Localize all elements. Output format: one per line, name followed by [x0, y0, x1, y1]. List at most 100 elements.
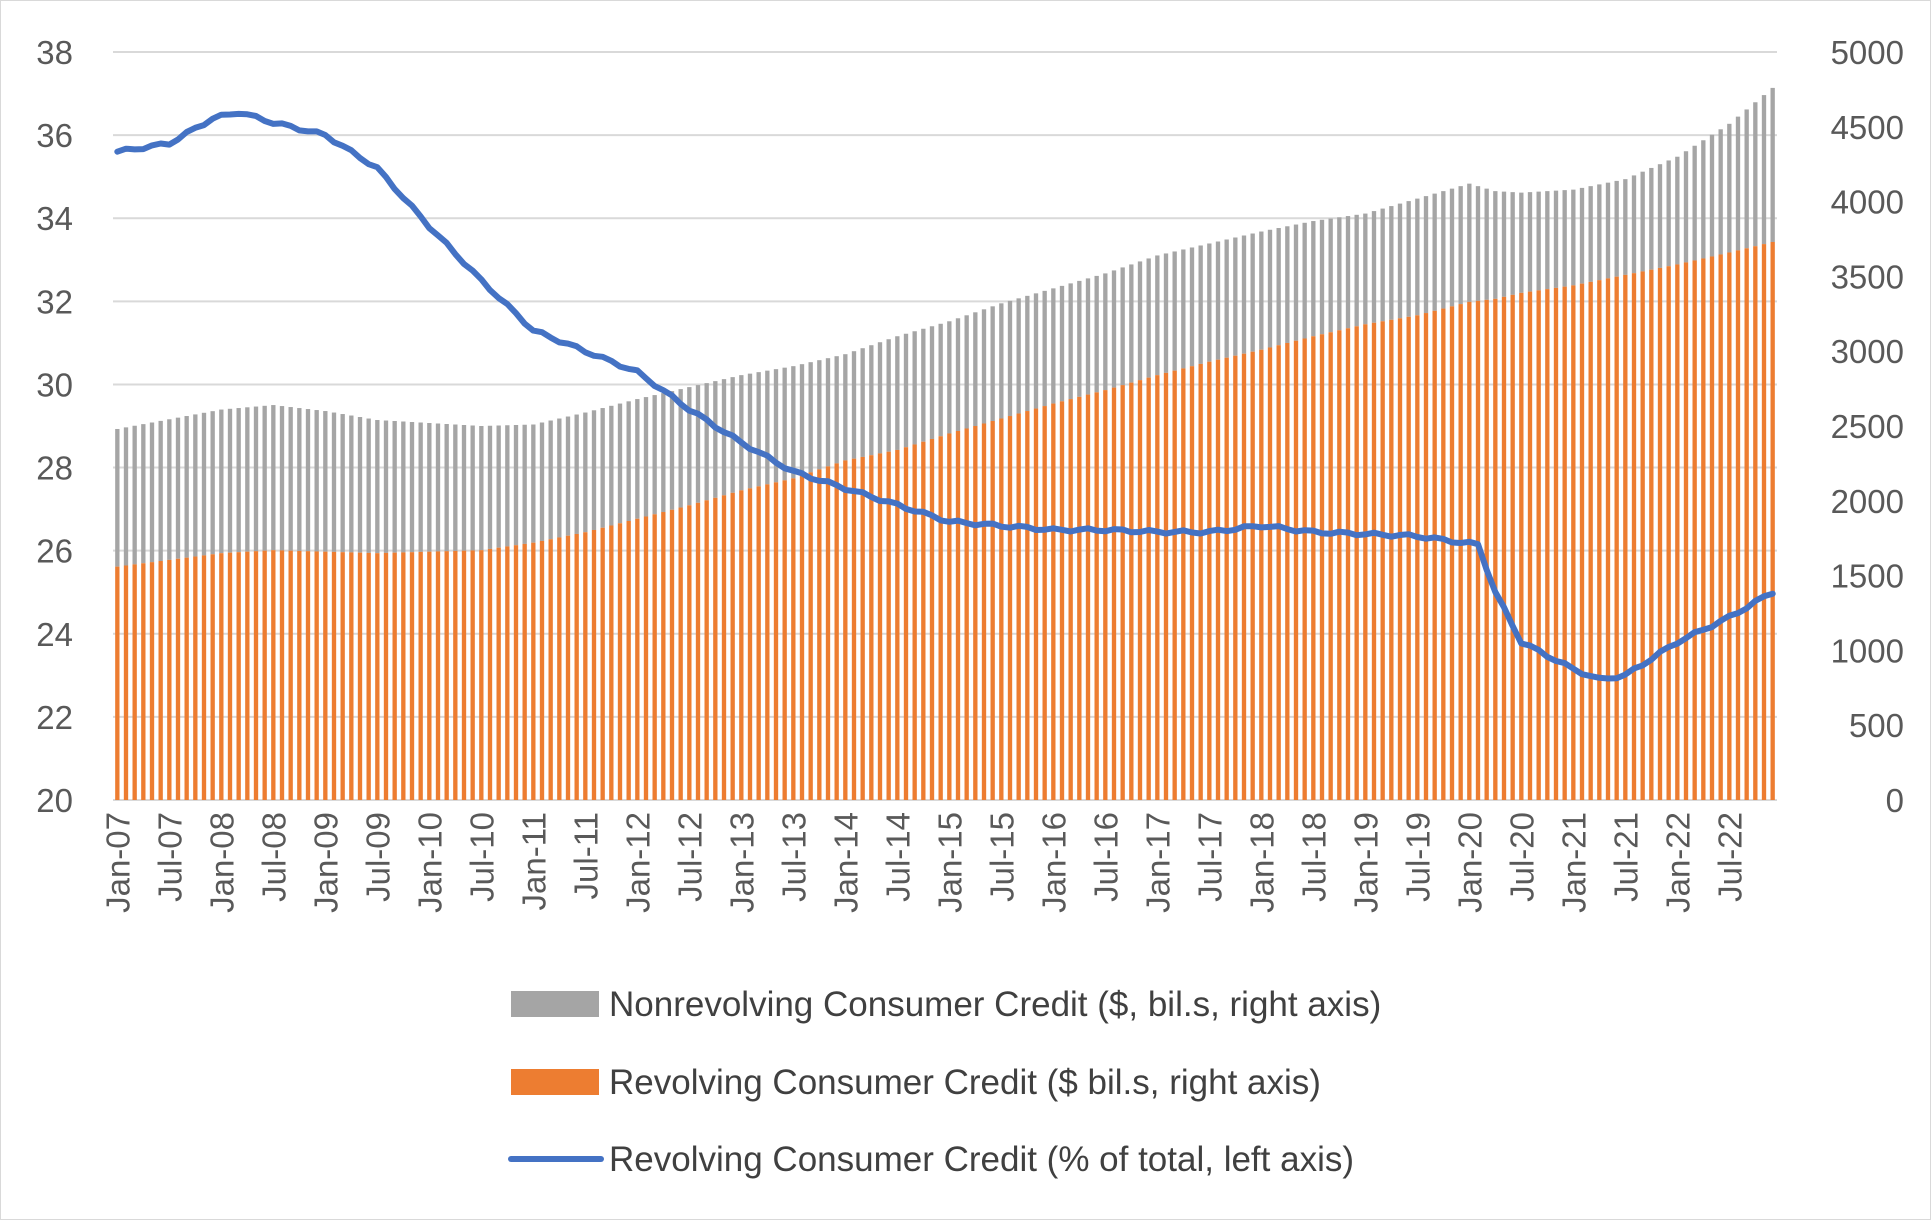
revolving-share-line	[114, 110, 1776, 682]
nonrevolving-bar	[1631, 175, 1637, 274]
revolving-bar	[1328, 332, 1333, 800]
revolving-bar	[600, 527, 605, 800]
revolving-bar	[1120, 385, 1125, 800]
revolving-bar	[487, 548, 493, 800]
revolving-bar	[730, 492, 735, 800]
revolving-bar	[1735, 250, 1741, 800]
nonrevolving-bar	[219, 409, 224, 554]
nonrevolving-bar	[1181, 249, 1186, 369]
nonrevolving-bar	[1328, 218, 1333, 333]
nonrevolving-bar	[1692, 145, 1697, 261]
revolving-bar	[1545, 289, 1550, 800]
revolving-bar	[1493, 298, 1498, 800]
nonrevolving-bar	[314, 410, 319, 552]
revolving-bar	[782, 480, 787, 800]
nonrevolving-bar	[1415, 198, 1420, 316]
revolving-bar	[409, 552, 415, 800]
nonrevolving-bar	[1536, 191, 1541, 291]
revolving-bar	[193, 556, 198, 800]
nonrevolving-bar	[262, 405, 267, 551]
revolving-bar	[565, 535, 571, 800]
nonrevolving-bar	[1423, 196, 1429, 314]
nonrevolving-bar	[539, 422, 545, 541]
nonrevolving-bar	[375, 420, 380, 554]
revolving-bar	[1146, 377, 1151, 800]
revolving-bar	[531, 542, 536, 800]
revolving-bar	[1614, 276, 1619, 801]
nonrevolving-bar	[1475, 186, 1481, 301]
nonrevolving-bar	[851, 351, 857, 459]
revolving-bar	[695, 502, 701, 800]
nonrevolving-bar	[895, 336, 900, 450]
revolving-bar	[357, 552, 363, 800]
nonrevolving-bar	[721, 379, 727, 496]
x-tick-label: Jan-20	[1451, 812, 1488, 913]
revolving-bar	[895, 449, 900, 800]
revolving-bar	[843, 460, 848, 800]
revolving-bar	[626, 520, 631, 800]
nonrevolving-bar	[903, 333, 909, 448]
y-right-tick-label: 4500	[1831, 109, 1904, 146]
nonrevolving-bar	[1354, 214, 1359, 327]
nonrevolving-bar	[938, 323, 943, 437]
nonrevolving-bar	[297, 408, 302, 551]
revolving-bar	[1432, 310, 1437, 800]
nonrevolving-bar	[167, 419, 172, 560]
nonrevolving-bar	[713, 381, 718, 498]
revolving-bar	[1692, 260, 1697, 801]
legend-swatch	[511, 1069, 599, 1095]
revolving-bar	[1354, 326, 1359, 800]
nonrevolving-bar	[1207, 243, 1212, 362]
nonrevolving-bar	[964, 315, 969, 429]
revolving-bar	[279, 550, 285, 800]
revolving-bar	[1033, 408, 1039, 800]
revolving-bar	[1319, 334, 1325, 800]
y-right-tick-label: 5000	[1831, 34, 1904, 71]
nonrevolving-bar	[1432, 193, 1437, 311]
revolving-bar	[999, 418, 1004, 800]
nonrevolving-bar	[1545, 191, 1550, 290]
revolving-bar	[609, 525, 614, 800]
revolving-bar	[262, 550, 267, 800]
nonrevolving-bar	[921, 328, 926, 442]
axes: 20 22 24 26 28 30 32 34 36 38 0 500 1000 1500 2000 2500…	[36, 34, 1904, 913]
x-tick-label: Jan-10	[411, 812, 448, 913]
nonrevolving-bar	[323, 411, 328, 552]
revolving-bar	[1276, 345, 1281, 800]
y-left-tick-label: 38	[36, 34, 73, 71]
revolving-bar	[990, 421, 995, 800]
nonrevolving-bar	[1224, 239, 1229, 358]
nonrevolving-bar	[652, 395, 657, 515]
revolving-bar	[175, 558, 181, 800]
nonrevolving-bar	[565, 416, 571, 536]
revolving-bar	[981, 423, 987, 800]
revolving-bar	[591, 529, 597, 800]
nonrevolving-bar	[1094, 275, 1099, 393]
nonrevolving-bar	[1337, 217, 1342, 331]
revolving-bar	[1207, 361, 1212, 800]
nonrevolving-bar	[1527, 192, 1533, 292]
revolving-bar	[739, 490, 744, 800]
nonrevolving-bar	[1553, 190, 1559, 288]
nonrevolving-bar	[808, 362, 813, 473]
nonrevolving-bar	[1380, 208, 1385, 322]
revolving-bar	[557, 537, 562, 800]
nonrevolving-bar	[227, 408, 233, 553]
nonrevolving-bar	[973, 312, 978, 426]
nonrevolving-bar	[418, 422, 423, 552]
nonrevolving-bar	[357, 417, 363, 553]
revolving-bar	[747, 488, 753, 800]
nonrevolving-bar	[1311, 221, 1316, 337]
nonrevolving-bar	[409, 422, 415, 553]
revolving-bar	[756, 486, 761, 800]
nonrevolving-bar	[193, 414, 198, 557]
revolving-bar	[1597, 280, 1602, 800]
revolving-bar	[1718, 254, 1723, 800]
revolving-bar	[860, 456, 865, 800]
nonrevolving-bar	[1683, 151, 1689, 263]
nonrevolving-bar	[635, 399, 640, 519]
nonrevolving-bar	[288, 407, 293, 551]
nonrevolving-bar	[331, 412, 337, 552]
nonrevolving-bar	[349, 415, 354, 553]
x-tick-label: Jul-20	[1503, 812, 1540, 902]
